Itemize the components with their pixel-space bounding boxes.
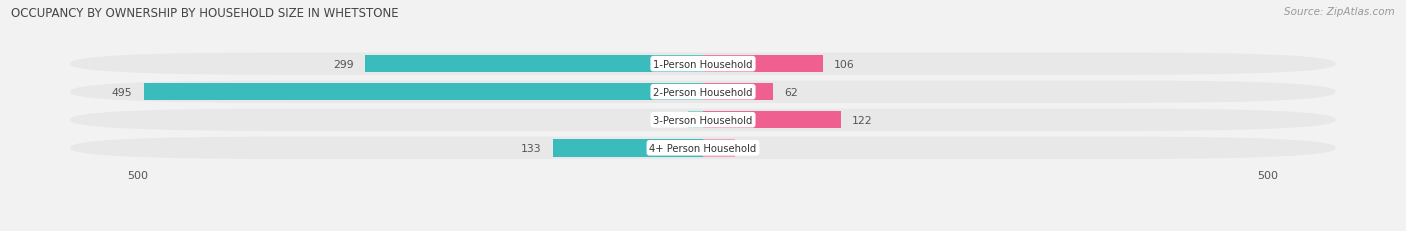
Text: 122: 122 [852,115,873,125]
Text: 1-Person Household: 1-Person Household [654,59,752,69]
FancyBboxPatch shape [70,53,1336,76]
Text: 28: 28 [747,143,759,153]
Text: 62: 62 [785,87,799,97]
Text: 299: 299 [333,59,354,69]
Text: 13: 13 [664,115,678,125]
Text: 2-Person Household: 2-Person Household [654,87,752,97]
Text: 495: 495 [112,87,132,97]
Bar [703,56,823,73]
Bar [703,140,734,157]
Bar [689,112,703,129]
Bar [143,84,703,101]
Text: 106: 106 [834,59,855,69]
Bar [703,112,841,129]
Text: 3-Person Household: 3-Person Household [654,115,752,125]
Text: OCCUPANCY BY OWNERSHIP BY HOUSEHOLD SIZE IN WHETSTONE: OCCUPANCY BY OWNERSHIP BY HOUSEHOLD SIZE… [11,7,399,20]
FancyBboxPatch shape [70,109,1336,131]
Text: Source: ZipAtlas.com: Source: ZipAtlas.com [1284,7,1395,17]
Text: 133: 133 [520,143,541,153]
Bar [553,140,703,157]
FancyBboxPatch shape [70,81,1336,103]
Text: 4+ Person Household: 4+ Person Household [650,143,756,153]
Bar [366,56,703,73]
Legend: Owner-occupied, Renter-occupied: Owner-occupied, Renter-occupied [583,228,823,231]
Bar [703,84,773,101]
FancyBboxPatch shape [70,137,1336,159]
